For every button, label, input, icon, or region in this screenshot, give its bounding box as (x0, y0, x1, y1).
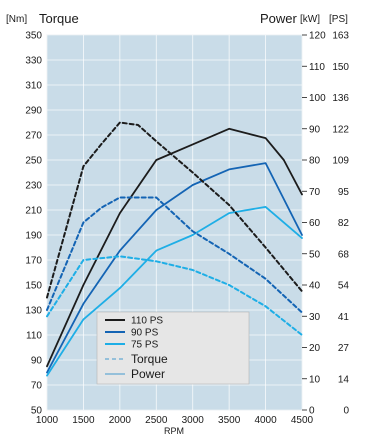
left-tick-label: 50 (31, 406, 43, 417)
left-tick-label: 130 (25, 306, 42, 317)
right-tick-label-kw: 30 (309, 312, 321, 323)
right-tick-label-ps: 109 (332, 156, 349, 167)
right-tick-label-kw: 110 (309, 62, 325, 73)
left-tick-label: 350 (25, 31, 42, 42)
power-line-75-ps (46, 205, 303, 377)
right-axis-unit-kw: [kW] (300, 14, 320, 25)
torque-line-75-ps (46, 255, 303, 336)
right-tick-label-ps: 14 (338, 374, 350, 385)
right-tick-label-kw: 120 (309, 31, 326, 42)
left-tick-label: 230 (25, 181, 42, 192)
right-tick-label-ps: 27 (338, 343, 350, 354)
legend-label: 90 PS (131, 328, 159, 339)
power-line-90-ps (46, 162, 303, 374)
right-tick-label-kw: 90 (309, 124, 321, 135)
x-tick-label: 4500 (291, 415, 314, 426)
right-tick-label-ps: 150 (332, 62, 349, 73)
right-axis-unit-ps: [PS] (329, 14, 348, 25)
legend-label: 110 PS (131, 316, 163, 327)
left-tick-label: 90 (31, 356, 43, 367)
right-tick-label-ps: 136 (332, 93, 349, 104)
legend-label-power: Power (131, 367, 165, 381)
left-tick-label: 310 (25, 81, 42, 92)
left-tick-label: 210 (25, 206, 42, 217)
power-line-110-ps (46, 127, 303, 368)
x-tick-label: 3000 (182, 415, 205, 426)
left-tick-label: 150 (25, 281, 42, 292)
left-tick-label: 170 (25, 256, 42, 267)
x-axis-title: RPM (164, 426, 184, 436)
right-tick-label-ps: 54 (338, 281, 350, 292)
torque-line-90-ps (46, 196, 303, 314)
tick-labels: 5070901101301501701902102302502702903103… (25, 31, 349, 427)
right-tick-label-ps: 163 (332, 31, 349, 42)
right-tick-label-kw: 60 (309, 218, 321, 229)
left-axis-unit: [Nm] (6, 14, 27, 25)
x-tick-label: 2000 (109, 415, 132, 426)
left-tick-label: 330 (25, 56, 42, 67)
right-tick-label-kw: 40 (309, 281, 321, 292)
right-tick-label-ps: 68 (338, 249, 350, 260)
left-tick-label: 290 (25, 106, 42, 117)
x-tick-label: 2500 (145, 415, 168, 426)
right-tick-label-kw: 70 (309, 187, 321, 198)
right-tick-label-kw: 20 (309, 343, 321, 354)
right-tick-label-kw: 100 (309, 93, 326, 104)
right-tick-label-ps: 0 (343, 406, 349, 417)
right-tick-label-ps: 82 (338, 218, 350, 229)
torque-line-110-ps (46, 121, 303, 299)
right-tick-label-ps: 95 (338, 187, 350, 198)
left-tick-label: 70 (31, 381, 43, 392)
legend-label: 75 PS (131, 340, 159, 351)
x-tick-label: 4000 (254, 415, 277, 426)
right-tick-label-kw: 10 (309, 374, 321, 385)
left-tick-label: 250 (25, 156, 42, 167)
x-tick-label: 1000 (36, 415, 59, 426)
right-tick-label-ps: 122 (332, 124, 349, 135)
left-tick-label: 190 (25, 231, 42, 242)
legend-box (96, 311, 250, 385)
right-tick-label-kw: 80 (309, 156, 321, 167)
left-tick-label: 270 (25, 131, 42, 142)
x-tick-label: 3500 (218, 415, 241, 426)
right-tick-label-kw: 50 (309, 249, 321, 260)
left-axis-title: Torque (39, 11, 79, 26)
right-tick-label-ps: 41 (338, 312, 350, 323)
series-lines (46, 121, 303, 377)
x-tick-label: 1500 (72, 415, 95, 426)
right-tick-label-kw: 0 (309, 406, 315, 417)
legend-label-torque: Torque (131, 352, 168, 366)
right-axis-title: Power (260, 11, 298, 26)
left-tick-label: 110 (26, 331, 42, 342)
